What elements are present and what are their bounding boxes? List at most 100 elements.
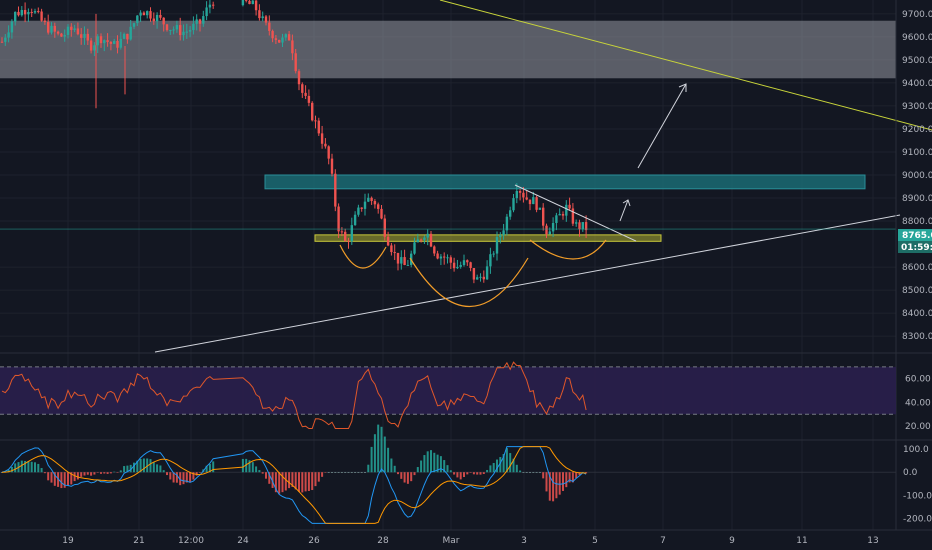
candle-body [492,253,495,255]
macd-histogram-bar [169,472,172,480]
macd-tick-label: -200.0 [903,515,932,525]
candle-body [347,240,350,242]
macd-histogram-bar [459,472,462,480]
macd-histogram-bar [416,467,419,473]
macd-histogram-bar [298,472,300,492]
macd-histogram-bar [83,472,86,476]
candle-body [334,173,337,207]
candle-body [515,191,518,199]
price-tick-label: 9100.0 [902,148,932,158]
price-axis[interactable]: 9700.0 9600.0 9500.0 9400.0 9300.0 9200.0 9100… [902,10,932,342]
macd-histogram-bar [116,472,119,473]
macd-histogram-bar [317,472,320,482]
macd-histogram-bar [354,472,357,473]
macd-histogram-bar [496,459,498,473]
macd-histogram-bar [327,472,330,473]
macd-histogram-bar [476,472,479,475]
candle-body [360,207,363,209]
candle-body [575,222,578,224]
macd-histogram-bar [189,472,192,483]
macd-histogram-bar [162,470,165,473]
macd-histogram-bar [321,472,324,477]
macd-histogram-bar [542,472,545,479]
small-arrow [619,199,629,222]
candle-body [284,34,287,38]
candle-body [281,37,284,43]
candle-body [30,12,33,14]
macd-histogram-bar [410,472,413,482]
macd-histogram-bar [505,448,508,473]
candle-body [449,257,452,263]
candle-body [466,260,469,263]
macd-histogram-bar [27,461,30,473]
price-tick-label: 9300.0 [902,102,932,112]
macd-histogram-bar [486,469,489,473]
macd-axis[interactable]: 100.0 0.0 -100.0 -200.0 [903,445,932,525]
candle-body [278,39,281,43]
candle-body [294,53,297,72]
macd-histogram-bar [357,472,360,473]
candle-body [383,218,386,237]
rsi-axis[interactable]: 60.00 40.00 20.00 [905,375,931,432]
candle-body [512,198,515,211]
macd-histogram-bar [350,472,353,473]
candle-body [287,34,291,41]
candle-body [429,233,433,247]
candle-body [192,23,195,31]
macd-histogram-bar [367,464,370,473]
macd-histogram-bar [469,472,472,473]
macd-histogram-bar [245,458,248,473]
macd-histogram-bar [373,434,376,473]
candle-body [561,214,565,216]
macd-histogram-bar [208,464,211,473]
candle-body [327,146,330,159]
candle-body [377,204,380,209]
macd-histogram-bar [439,456,442,473]
candle-body [337,206,340,232]
candle-body [489,254,492,267]
candle-body [297,71,301,85]
macd-histogram-bar [90,472,93,476]
right-shoulder-arc [529,239,607,260]
macd-histogram-bar [548,472,551,501]
macd-histogram-bar [509,453,512,473]
left-shoulder-arc [339,244,387,269]
descending-trendline [439,0,932,131]
candle-body [7,32,10,38]
candle-body [188,30,192,32]
macd-tick-label: -100.0 [903,491,932,501]
time-axis[interactable]: 19 21 12:00 24 26 28 Mar 3 5 7 9 11 13 [62,536,878,546]
macd-histogram-bar [489,465,492,473]
candle-body [195,19,198,24]
macd-histogram-bar [60,472,63,489]
macd-histogram-bar [142,458,145,473]
macd-histogram-bar [192,472,195,480]
macd-histogram-bar [522,472,525,473]
candle-body [254,0,258,11]
macd-histogram-bar [86,472,89,475]
candle-body [63,34,66,37]
zones-layer [0,20,896,242]
candle-body [502,230,505,236]
macd-histogram-bar [109,472,112,474]
price-tick-label: 8600.0 [902,263,932,273]
macd-histogram-bar [397,472,399,475]
macd-histogram-bar [281,472,284,493]
price-tick-label: 8400.0 [902,309,932,319]
macd-histogram-bar [472,472,475,475]
macd-histogram-bar [571,472,574,483]
price-tick-label: 9600.0 [902,33,932,43]
macd-histogram-bar [340,472,343,473]
supply-zone [0,20,896,79]
macd-histogram-bar [535,472,538,473]
time-tick-label: 7 [660,536,666,546]
macd-histogram-bar [278,472,281,494]
candle-body [443,256,446,258]
candle-body [86,33,89,41]
macd-histogram-bar [456,472,459,478]
candle-body [479,276,482,278]
rsi-tick-label: 60.00 [905,375,931,385]
macd-tick-label: 0.0 [903,468,918,478]
candle-body [459,264,462,267]
